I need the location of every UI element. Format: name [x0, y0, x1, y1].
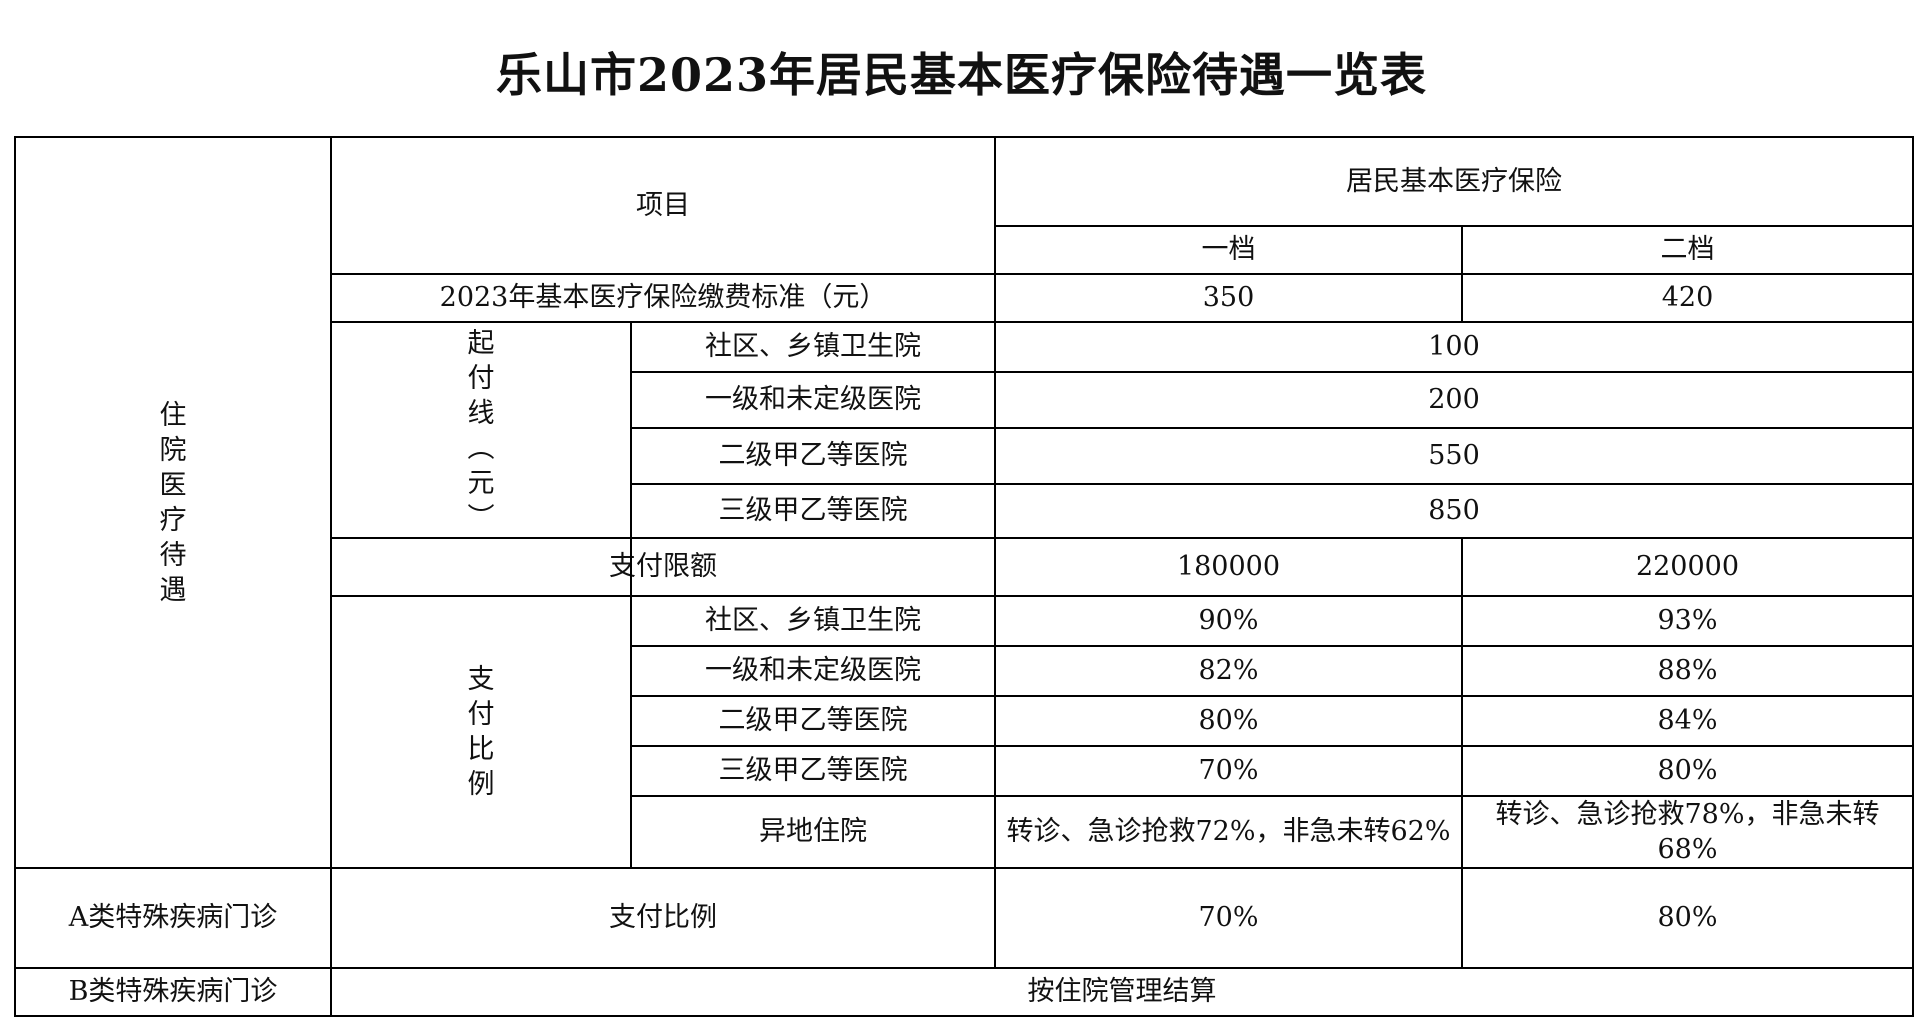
ratio-tier1: 90%: [1198, 604, 1259, 636]
class-a-label: A类特殊疾病门诊: [68, 901, 278, 933]
grid-line: [631, 695, 1913, 697]
ratio-hospital: 二级甲乙等医院: [718, 704, 908, 736]
deductible-hospital: 二级甲乙等医院: [718, 439, 908, 471]
ratio-tier2: 88%: [1657, 654, 1718, 686]
grid-line: [1912, 136, 1914, 1017]
payment-ratio-label: 支付 比例: [467, 663, 495, 801]
grid-line: [15, 867, 1913, 869]
grid-line: [631, 483, 1913, 485]
grid-line: [331, 537, 1913, 539]
grid-line: [995, 225, 1913, 227]
grid-line: [15, 136, 1913, 138]
header-tier1: 一档: [1201, 233, 1256, 265]
deductible-label: 起付 线 ︵ 元 ︶: [467, 328, 495, 535]
class-a-tier1: 70%: [1198, 901, 1259, 933]
inpatient-label: 住院 医疗 待遇: [159, 399, 187, 607]
ratio-hospital: 异地住院: [759, 815, 867, 847]
grid-line: [631, 745, 1913, 747]
ratio-hospital: 三级甲乙等医院: [718, 754, 908, 786]
header-item: 项目: [636, 189, 690, 221]
payment-limit-tier2: 220000: [1635, 550, 1740, 582]
grid-line: [331, 595, 1913, 597]
grid-line: [1461, 225, 1463, 322]
deductible-value: 850: [1428, 494, 1480, 526]
grid-line: [331, 321, 1913, 323]
class-a-tier2: 80%: [1657, 901, 1718, 933]
ratio-tier2: 84%: [1657, 704, 1718, 736]
grid-line: [631, 371, 1913, 373]
grid-line: [994, 136, 996, 968]
class-a-item: 支付比例: [609, 901, 717, 933]
grid-line: [631, 427, 1913, 429]
grid-line: [1461, 595, 1463, 968]
grid-line: [1461, 537, 1463, 596]
deductible-hospital: 社区、乡镇卫生院: [705, 330, 921, 362]
ratio-hospital: 社区、乡镇卫生院: [705, 604, 921, 636]
grid-line: [330, 136, 332, 1017]
ratio-hospital: 一级和未定级医院: [705, 654, 921, 686]
ratio-tier2: 93%: [1657, 604, 1718, 636]
payment-limit-label: 支付限额: [609, 550, 717, 582]
class-b-value: 按住院管理结算: [1027, 975, 1217, 1007]
grid-line: [331, 273, 1913, 275]
deductible-hospital: 三级甲乙等医院: [718, 494, 908, 526]
grid-line: [15, 1015, 1913, 1017]
ratio-tier1: 80%: [1198, 704, 1259, 736]
payment-limit-tier1: 180000: [1176, 550, 1281, 582]
ratio-tier2: 转诊、急诊抢救78%，非急未转68%: [1495, 798, 1880, 865]
grid-line: [15, 967, 1913, 969]
contribution-label: 2023年基本医疗保险缴费标准（元）: [439, 281, 887, 313]
ratio-tier1: 82%: [1198, 654, 1259, 686]
deductible-value: 200: [1428, 383, 1480, 415]
grid-line: [630, 321, 632, 868]
grid-line: [631, 795, 1913, 797]
ratio-tier1: 70%: [1198, 754, 1259, 786]
header-tier2: 二档: [1660, 233, 1715, 265]
deductible-value: 550: [1428, 439, 1480, 471]
deductible-value: 100: [1428, 330, 1480, 362]
ratio-tier2: 80%: [1657, 754, 1718, 786]
grid-line: [631, 645, 1913, 647]
contribution-tier1: 350: [1202, 281, 1255, 313]
contribution-tier2: 420: [1661, 281, 1714, 313]
class-b-label: B类特殊疾病门诊: [68, 975, 278, 1007]
grid-line: [14, 136, 16, 1017]
ratio-tier1: 转诊、急诊抢救72%，非急未转62%: [1006, 816, 1451, 848]
page-title: 乐山市2023年居民基本医疗保险待遇一览表: [495, 47, 1428, 102]
header-insurance: 居民基本医疗保险: [1346, 165, 1562, 197]
deductible-hospital: 一级和未定级医院: [705, 383, 921, 415]
